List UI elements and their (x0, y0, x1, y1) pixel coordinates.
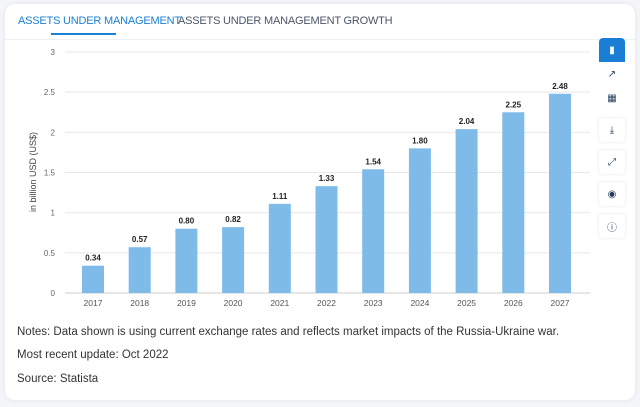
bar-2021[interactable] (268, 203, 291, 293)
data-label: 0.34 (85, 254, 101, 263)
bar-chart: in billion USD (US$) 0 0.5 1 1.5 2 2.5 3 0.34 20… (28, 48, 590, 308)
data-label: 1.54 (365, 157, 381, 166)
y-tick-label: 3 (51, 48, 56, 57)
data-label: 2.04 (459, 117, 475, 126)
data-label: 1.80 (412, 136, 428, 145)
data-label: 0.82 (225, 215, 241, 224)
bar-chart-icon: ▮ (609, 44, 615, 56)
expand-icon: ⤢ (608, 156, 616, 168)
x-tick-label: 2025 (457, 298, 476, 308)
bar-2025[interactable] (455, 129, 478, 293)
bar-2018[interactable] (128, 247, 151, 293)
bar-chart-button[interactable]: ▮ (599, 38, 625, 62)
divider (5, 39, 635, 40)
bar-2017[interactable] (82, 265, 104, 293)
x-tick-label: 2020 (224, 298, 243, 308)
notes-text: Notes: Data shown is using current excha… (17, 326, 560, 338)
download-icon: ⤓ (609, 124, 615, 136)
y-tick-label: 2 (51, 128, 56, 137)
info-button[interactable]: ⓘ (599, 214, 625, 238)
table-icon: ▦ (607, 92, 617, 104)
x-tick-label: 2017 (84, 298, 103, 308)
fullscreen-button[interactable]: ⤢ (599, 150, 625, 174)
bar-2020[interactable] (222, 227, 245, 293)
update-text: Most recent update: Oct 2022 (17, 349, 169, 361)
hide-button[interactable]: ◉ (599, 182, 625, 206)
y-tick-label: 0 (51, 289, 56, 298)
bar-2019[interactable] (175, 228, 198, 293)
download-button[interactable]: ⤓ (599, 118, 625, 142)
y-tick-label: 1 (51, 209, 56, 218)
source-text: Source: Statista (17, 373, 99, 385)
line-chart-icon: ↗ (607, 68, 617, 80)
y-tick-label: 0.5 (44, 249, 56, 258)
y-axis-label: in billion USD (US$) (28, 132, 38, 212)
bar-2023[interactable] (362, 169, 385, 293)
bar-2026[interactable] (502, 112, 525, 293)
y-tick-label: 2.5 (44, 88, 56, 97)
info-icon: ⓘ (607, 222, 617, 234)
table-button[interactable]: ▦ (599, 86, 625, 110)
bar-2024[interactable] (408, 148, 431, 293)
bar-2027[interactable] (549, 93, 571, 293)
line-chart-button[interactable]: ↗ (599, 62, 625, 86)
eye-slash-icon: ◉ (607, 188, 617, 200)
x-tick-label: 2027 (551, 298, 570, 308)
data-label: 2.48 (552, 82, 568, 91)
x-tick-label: 2023 (364, 298, 383, 308)
y-tick-label: 1.5 (44, 169, 56, 178)
data-label: 0.57 (132, 235, 148, 244)
tab-assets-under-management[interactable]: ASSETS UNDER MANAGEMENT (18, 15, 181, 27)
chart-card: ASSETS UNDER MANAGEMENT ASSETS UNDER MAN… (5, 4, 635, 400)
data-label: 0.80 (179, 217, 195, 226)
data-label: 1.11 (272, 192, 288, 201)
x-tick-label: 2024 (410, 298, 429, 308)
x-tick-label: 2019 (177, 298, 196, 308)
tab-assets-under-management-growth[interactable]: ASSETS UNDER MANAGEMENT GROWTH (178, 15, 393, 27)
x-tick-label: 2026 (504, 298, 523, 308)
active-tab-indicator (51, 33, 116, 35)
data-label: 1.33 (319, 174, 335, 183)
x-tick-label: 2018 (130, 298, 149, 308)
bar-2022[interactable] (315, 186, 338, 293)
x-tick-label: 2022 (317, 298, 336, 308)
x-tick-label: 2021 (270, 298, 289, 308)
data-label: 2.25 (506, 100, 522, 109)
